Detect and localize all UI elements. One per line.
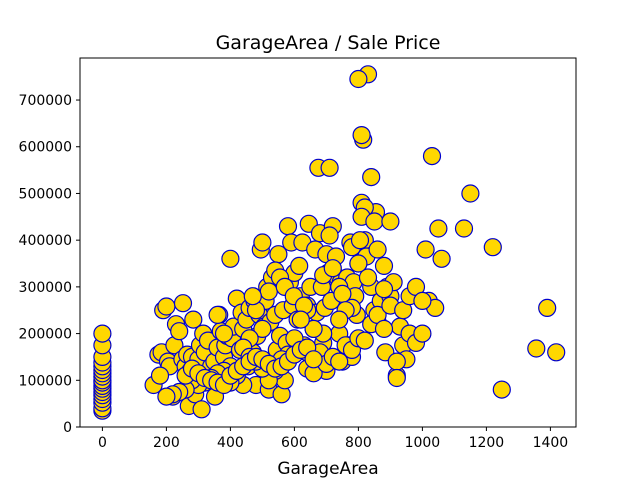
- data-point: [381, 212, 400, 231]
- data-point: [150, 366, 170, 385]
- x-axis-label: GarageArea: [277, 459, 378, 479]
- data-point: [362, 168, 381, 187]
- data-point: [432, 249, 451, 268]
- data-point: [304, 319, 323, 338]
- data-point: [192, 400, 211, 419]
- data-point: [208, 305, 227, 324]
- data-point: [349, 254, 368, 273]
- data-point: [278, 217, 298, 236]
- y-tick-label: 100000: [19, 373, 72, 389]
- data-point: [387, 368, 406, 388]
- data-point: [304, 350, 323, 369]
- data-point: [93, 324, 112, 343]
- y-tick-label: 700000: [19, 93, 72, 109]
- data-point: [330, 310, 349, 329]
- data-point: [291, 310, 310, 329]
- data-point: [374, 256, 394, 275]
- data-point: [429, 219, 448, 238]
- data-point: [350, 231, 370, 250]
- x-tick-label: 1200: [469, 435, 505, 451]
- data-point: [358, 268, 378, 287]
- y-tick-label: 300000: [19, 280, 72, 296]
- data-point: [355, 331, 374, 350]
- data-point: [368, 240, 387, 259]
- data-point: [333, 284, 352, 303]
- data-point: [157, 387, 176, 406]
- points-layer: [93, 65, 566, 420]
- data-point: [538, 298, 557, 317]
- data-point: [259, 282, 278, 301]
- y-tick-label: 0: [63, 420, 72, 436]
- data-point: [290, 256, 309, 275]
- data-point: [323, 259, 342, 278]
- data-point: [320, 158, 339, 177]
- data-point: [413, 291, 432, 310]
- data-point: [330, 352, 349, 371]
- data-point: [547, 343, 566, 362]
- data-point: [492, 380, 511, 399]
- data-point: [422, 147, 442, 166]
- x-tick-label: 200: [153, 435, 180, 451]
- data-point: [374, 319, 394, 338]
- data-point: [349, 69, 368, 89]
- data-point: [173, 294, 193, 313]
- x-tick-label: 800: [345, 435, 372, 451]
- y-tick-label: 600000: [19, 140, 72, 156]
- data-point: [374, 280, 394, 299]
- x-tick-label: 400: [217, 435, 244, 451]
- chart-title: GarageArea / Sale Price: [216, 32, 441, 54]
- data-point: [387, 352, 406, 371]
- x-tick-label: 600: [281, 435, 308, 451]
- data-point: [365, 212, 384, 231]
- data-point: [253, 233, 272, 252]
- x-tick-label: 1000: [405, 435, 441, 451]
- data-point: [253, 319, 272, 338]
- data-point: [527, 339, 546, 358]
- data-point: [243, 287, 262, 306]
- data-point: [170, 322, 189, 341]
- data-point: [461, 184, 480, 203]
- data-point: [320, 226, 339, 245]
- data-point: [157, 297, 176, 316]
- data-point: [352, 126, 371, 145]
- x-axis: 0 200 400 600 800 1000 1200 1400: [98, 427, 568, 451]
- data-point: [214, 324, 234, 343]
- x-tick-label: 1400: [533, 435, 569, 451]
- data-point: [483, 238, 502, 257]
- data-point: [413, 324, 432, 343]
- y-tick-label: 400000: [19, 233, 72, 249]
- data-point: [416, 240, 435, 259]
- y-tick-label: 500000: [19, 186, 72, 202]
- y-tick-label: 200000: [19, 327, 72, 343]
- plot-frame: [79, 57, 577, 428]
- data-point: [454, 219, 474, 238]
- y-axis: 0 100000 200000 300000 400000 500000 600000 700…: [19, 93, 80, 436]
- x-tick-label: 0: [98, 435, 107, 451]
- data-point: [221, 249, 240, 268]
- data-point: [184, 310, 203, 329]
